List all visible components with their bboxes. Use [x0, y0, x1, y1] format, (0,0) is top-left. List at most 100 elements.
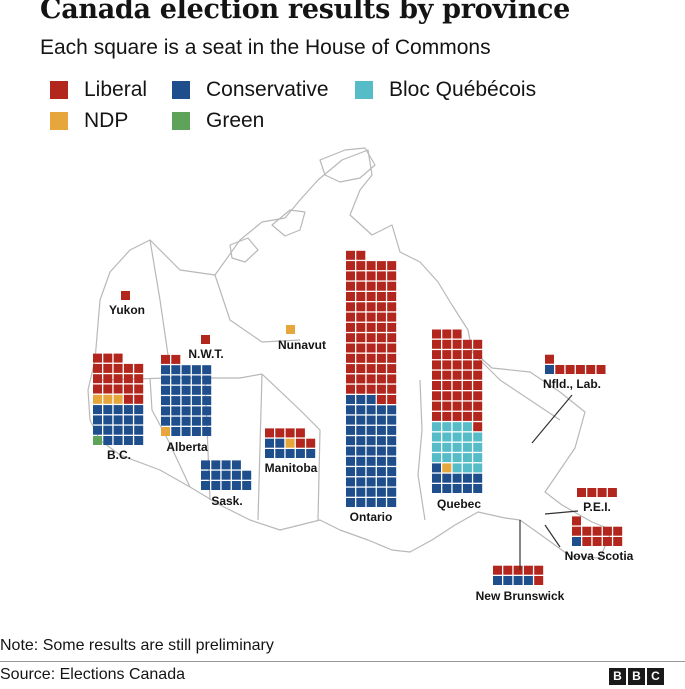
legend-swatch-green — [172, 112, 190, 130]
seat-square-conservative — [202, 375, 212, 385]
seat-square-liberal — [285, 428, 295, 438]
legend-label-bloc: Bloc Québécois — [389, 78, 537, 101]
seat-square-conservative — [545, 365, 554, 374]
seat-square-liberal — [577, 488, 586, 497]
seat-square-conservative — [462, 484, 472, 493]
seat-square-conservative — [376, 467, 386, 477]
seat-square-liberal — [346, 343, 355, 353]
seat-square-bloc-qu-b-cois — [473, 432, 483, 442]
seat-square-conservative — [346, 395, 355, 404]
seat-square-conservative — [181, 427, 191, 436]
seat-square-conservative — [356, 487, 366, 497]
seat-square-ndp — [286, 325, 295, 334]
border-bc-alberta — [149, 377, 191, 488]
seat-square-liberal — [597, 488, 607, 497]
seat-square-conservative — [123, 425, 133, 435]
seat-square-conservative — [376, 415, 386, 425]
seat-square-liberal — [366, 271, 376, 281]
legend-label-ndp: NDP — [84, 109, 129, 132]
seat-square-conservative — [93, 415, 102, 425]
island-arctic-1 — [319, 147, 376, 183]
seat-square-conservative — [93, 425, 102, 435]
seat-square-conservative — [346, 477, 355, 487]
seat-square-conservative — [191, 416, 201, 426]
seat-square-liberal — [473, 411, 483, 421]
seat-square-liberal — [452, 411, 462, 421]
seat-square-liberal — [387, 271, 397, 281]
seat-square-conservative — [103, 425, 113, 435]
seat-square-conservative — [201, 460, 210, 470]
seat-square-conservative — [265, 449, 274, 458]
seat-square-liberal — [201, 335, 210, 344]
seat-square-liberal — [171, 354, 181, 364]
seat-square-conservative — [202, 427, 212, 436]
seat-square-conservative — [376, 456, 386, 466]
seat-square-conservative — [387, 487, 397, 497]
seat-square-liberal — [387, 281, 397, 291]
seat-square-liberal — [346, 271, 355, 281]
seat-square-conservative — [346, 436, 355, 446]
seat-square-bloc-qu-b-cois — [452, 442, 462, 452]
province-label-n-w-t: N.W.T. — [188, 347, 223, 361]
bbc-logo-letter-1: B — [609, 668, 626, 685]
seat-square-liberal — [356, 312, 366, 322]
bbc-logo-letter-3: C — [647, 668, 664, 685]
seat-square-liberal — [503, 565, 513, 575]
seat-square-conservative — [171, 416, 181, 426]
legend-swatch-ndp — [50, 112, 68, 130]
seat-square-liberal — [582, 537, 592, 546]
seat-square-liberal — [356, 374, 366, 384]
seat-square-liberal — [442, 381, 452, 390]
seat-square-conservative — [346, 405, 355, 415]
seat-square-conservative — [221, 460, 231, 470]
seat-square-conservative — [161, 365, 170, 375]
province-label-quebec: Quebec — [437, 497, 481, 511]
seat-square-liberal — [452, 391, 462, 401]
seat-square-conservative — [387, 467, 397, 477]
seat-square-conservative — [356, 446, 366, 456]
seat-square-bloc-qu-b-cois — [432, 422, 441, 432]
seat-square-conservative — [356, 436, 366, 446]
seat-square-conservative — [171, 375, 181, 385]
seat-square-liberal — [346, 292, 355, 301]
seat-square-liberal — [346, 374, 355, 384]
seat-square-liberal — [356, 281, 366, 291]
seat-square-conservative — [161, 375, 170, 385]
seat-square-conservative — [376, 425, 386, 435]
seat-square-liberal — [306, 438, 316, 448]
seat-square-liberal — [376, 302, 386, 312]
seat-square-liberal — [473, 422, 483, 432]
seat-square-liberal — [346, 250, 355, 260]
seat-square-bloc-qu-b-cois — [452, 463, 462, 473]
legend-swatch-liberal — [50, 81, 68, 99]
seat-square-conservative — [181, 385, 191, 395]
seat-square-liberal — [376, 395, 386, 404]
border-quebec-labrador — [469, 349, 561, 421]
seat-square-conservative — [103, 405, 113, 415]
seat-square-ndp — [285, 438, 295, 448]
seat-square-conservative — [387, 498, 397, 507]
legend-label-conservative: Conservative — [206, 78, 329, 101]
seat-square-liberal — [432, 381, 441, 390]
seat-square-bloc-qu-b-cois — [432, 453, 441, 463]
seat-square-liberal — [602, 537, 612, 546]
seat-square-conservative — [356, 415, 366, 425]
seat-square-conservative — [356, 425, 366, 435]
seat-square-liberal — [473, 381, 483, 390]
seat-square-conservative — [181, 375, 191, 385]
seat-square-liberal — [356, 271, 366, 281]
seat-square-liberal — [462, 391, 472, 401]
seat-square-liberal — [356, 302, 366, 312]
leader-line-nova-scotia — [544, 524, 561, 548]
seat-square-conservative — [356, 467, 366, 477]
seat-square-liberal — [93, 353, 102, 363]
seat-square-liberal — [452, 350, 462, 360]
waffle-b-c — [93, 353, 144, 445]
seat-square-conservative — [452, 473, 462, 483]
seat-square-conservative — [221, 481, 231, 490]
province-label-b-c: B.C. — [107, 448, 131, 462]
seat-square-liberal — [113, 384, 123, 394]
seat-square-liberal — [376, 292, 386, 301]
seat-square-liberal — [473, 370, 483, 380]
seat-square-liberal — [387, 333, 397, 343]
